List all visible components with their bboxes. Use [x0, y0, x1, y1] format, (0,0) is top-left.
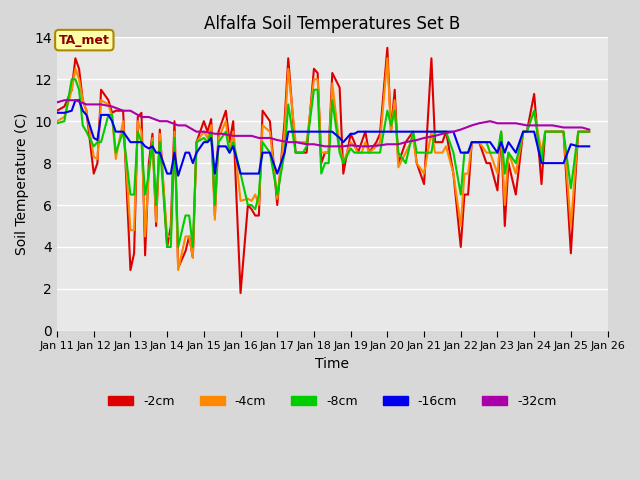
Legend: -2cm, -4cm, -8cm, -16cm, -32cm: -2cm, -4cm, -8cm, -16cm, -32cm	[103, 390, 561, 413]
Text: TA_met: TA_met	[59, 34, 109, 47]
Y-axis label: Soil Temperature (C): Soil Temperature (C)	[15, 113, 29, 255]
Title: Alfalfa Soil Temperatures Set B: Alfalfa Soil Temperatures Set B	[204, 15, 460, 33]
X-axis label: Time: Time	[316, 357, 349, 371]
